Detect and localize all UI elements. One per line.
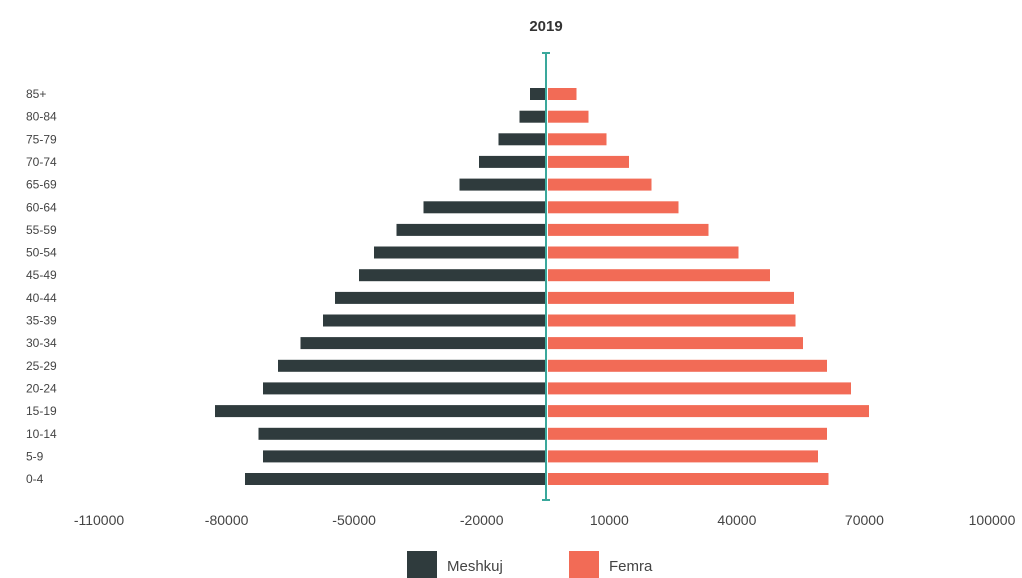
y-tick-label: 25-29 — [26, 359, 57, 373]
y-tick-label: 75-79 — [26, 132, 57, 146]
y-tick-label: 60-64 — [26, 200, 57, 214]
bar-femra-5-9 — [548, 450, 818, 463]
bar-meshkuj-80-84 — [519, 110, 545, 123]
chart-title: 2019 — [529, 18, 562, 35]
x-tick-label: -50000 — [332, 512, 376, 528]
y-tick-label: 70-74 — [26, 155, 57, 169]
bar-femra-55-59 — [548, 223, 709, 236]
legend-label-meshkuj: Meshkuj — [447, 558, 503, 575]
bar-femra-10-14 — [548, 427, 827, 440]
bar-meshkuj-40-44 — [335, 291, 545, 304]
bar-femra-30-34 — [548, 337, 803, 350]
bar-meshkuj-20-24 — [263, 382, 545, 395]
legend-swatch-meshkuj — [407, 551, 437, 578]
x-tick-label: 100000 — [969, 512, 1016, 528]
y-tick-label: 85+ — [26, 87, 46, 101]
bar-meshkuj-35-39 — [323, 314, 545, 327]
y-tick-label: 15-19 — [26, 404, 57, 418]
bar-femra-15-19 — [548, 405, 869, 418]
center-axis — [542, 52, 550, 501]
bar-femra-45-49 — [548, 269, 770, 282]
y-tick-label: 10-14 — [26, 427, 57, 441]
y-tick-label: 80-84 — [26, 110, 57, 124]
x-tick-label: 70000 — [845, 512, 884, 528]
bar-femra-35-39 — [548, 314, 796, 327]
bar-femra-60-64 — [548, 201, 679, 214]
bar-femra-0-4 — [548, 473, 829, 485]
legend-label-femra: Femra — [609, 558, 653, 575]
y-tick-label: 30-34 — [26, 336, 57, 350]
bar-meshkuj-25-29 — [278, 359, 545, 372]
x-tick-label: 40000 — [717, 512, 756, 528]
bar-meshkuj-55-59 — [396, 223, 545, 236]
y-tick-label: 5-9 — [26, 449, 44, 463]
bar-meshkuj-85+ — [530, 88, 545, 100]
legend-swatch-femra — [569, 551, 599, 578]
bar-meshkuj-75-79 — [498, 133, 545, 146]
legend: Meshkuj Femra — [407, 551, 653, 578]
bar-meshkuj-10-14 — [258, 427, 545, 440]
bar-femra-85+ — [548, 88, 577, 100]
x-axis-labels: -110000 -80000 -50000 -20000 10000 40000 70000… — [74, 512, 1016, 528]
bar-meshkuj-65-69 — [459, 178, 545, 191]
y-tick-label: 20-24 — [26, 381, 57, 395]
y-tick-label: 45-49 — [26, 268, 57, 282]
y-tick-label: 40-44 — [26, 291, 57, 305]
bar-meshkuj-5-9 — [263, 450, 545, 463]
bar-femra-70-74 — [548, 155, 629, 168]
y-tick-label: 65-69 — [26, 178, 57, 192]
x-tick-label: -80000 — [205, 512, 249, 528]
y-axis-labels: 85+ 80-84 75-79 70-74 65-69 60-64 55-59 50-54 45… — [26, 87, 57, 486]
bar-femra-50-54 — [548, 246, 739, 259]
y-tick-label: 35-39 — [26, 314, 57, 328]
y-tick-label: 55-59 — [26, 223, 57, 237]
bar-meshkuj-15-19 — [215, 405, 545, 418]
bar-femra-25-29 — [548, 359, 827, 372]
bar-femra-20-24 — [548, 382, 851, 395]
bar-meshkuj-50-54 — [374, 246, 545, 259]
x-tick-label: -20000 — [460, 512, 504, 528]
bar-meshkuj-0-4 — [245, 473, 545, 485]
bar-meshkuj-45-49 — [359, 269, 545, 282]
bar-meshkuj-60-64 — [423, 201, 545, 214]
bar-meshkuj-30-34 — [300, 337, 545, 350]
bar-meshkuj-70-74 — [479, 155, 545, 168]
bars-group — [215, 88, 869, 485]
x-tick-label: 10000 — [590, 512, 629, 528]
bar-femra-80-84 — [548, 110, 589, 123]
bar-femra-40-44 — [548, 291, 794, 304]
y-tick-label: 0-4 — [26, 472, 44, 486]
bar-femra-65-69 — [548, 178, 652, 191]
x-tick-label: -110000 — [74, 512, 125, 528]
y-tick-label: 50-54 — [26, 246, 57, 260]
bar-femra-75-79 — [548, 133, 607, 146]
